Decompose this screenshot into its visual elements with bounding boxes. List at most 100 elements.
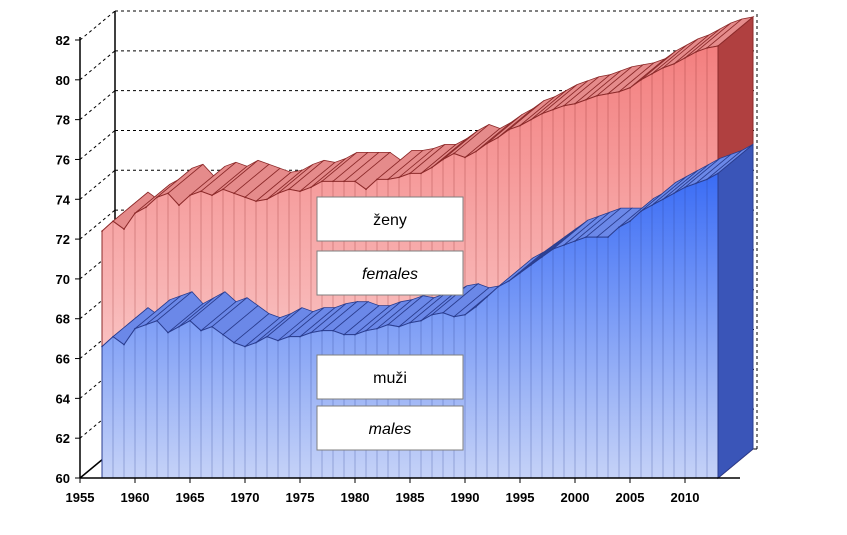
data-point [409, 321, 411, 324]
data-point [299, 335, 301, 338]
data-point [486, 296, 488, 298]
data-point [552, 108, 554, 111]
data-point [530, 264, 532, 266]
data-point [475, 150, 477, 153]
series-males [101, 143, 754, 480]
data-point [244, 196, 246, 199]
data-point [519, 272, 521, 274]
data-point [156, 319, 158, 322]
y-tick-label: 82 [56, 33, 70, 48]
data-point [145, 323, 147, 326]
data-point [651, 73, 653, 75]
x-tick-label: 1955 [66, 490, 95, 505]
data-point [574, 240, 576, 242]
data-point [266, 335, 268, 338]
data-point [255, 341, 257, 344]
data-point [530, 118, 532, 121]
data-point [486, 142, 488, 145]
data-point [288, 335, 290, 338]
data-point [266, 198, 268, 201]
data-point [387, 178, 389, 181]
data-point [574, 102, 576, 105]
y-tick-label: 70 [56, 272, 70, 287]
data-point [706, 47, 708, 49]
data-point [596, 236, 598, 238]
data-point [112, 220, 114, 222]
data-point [101, 345, 103, 348]
data-point [585, 236, 587, 238]
y-tick-label: 80 [56, 73, 70, 88]
data-point [420, 319, 422, 322]
data-point [376, 178, 378, 181]
data-point [442, 311, 444, 314]
side-face [717, 143, 754, 480]
y-tick-label: 74 [56, 192, 71, 207]
data-point [189, 319, 191, 322]
gridline-depth [79, 90, 116, 121]
data-point [365, 188, 367, 191]
label-males-cz: muži [373, 370, 407, 387]
x-tick-label: 1960 [121, 490, 150, 505]
gridline-depth [79, 130, 116, 160]
label-females-en-box: females [316, 250, 464, 296]
data-point [332, 329, 334, 332]
y-tick-label: 78 [56, 113, 70, 128]
y-tick-label: 68 [56, 312, 70, 327]
data-point [277, 339, 279, 342]
data-point [376, 327, 378, 330]
data-point [233, 192, 235, 195]
y-tick-label: 62 [56, 431, 70, 446]
data-point [211, 194, 213, 197]
label-females-cz: ženy [373, 212, 407, 229]
data-point [134, 327, 136, 330]
data-point [343, 180, 345, 183]
x-tick-label: 1975 [286, 490, 315, 505]
data-point [464, 313, 466, 316]
data-point [354, 333, 356, 336]
data-point [618, 90, 620, 93]
data-point [365, 329, 367, 332]
data-point [541, 112, 543, 115]
data-point [431, 313, 433, 316]
data-point [200, 190, 202, 193]
data-point [607, 92, 609, 95]
gridline-depth [79, 209, 116, 240]
data-point [508, 128, 510, 131]
data-point [673, 63, 675, 65]
gridline-depth [79, 50, 116, 81]
data-point [618, 226, 620, 228]
data-point [145, 206, 147, 209]
data-point [387, 323, 389, 326]
data-point [673, 192, 675, 195]
y-tick-label: 60 [56, 471, 70, 486]
data-point [431, 166, 433, 169]
data-point [717, 45, 719, 47]
data-point [453, 315, 455, 318]
x-tick-label: 1995 [506, 490, 535, 505]
data-point [453, 152, 455, 155]
data-point [640, 79, 642, 81]
y-tick-label: 64 [56, 391, 71, 406]
data-point [156, 196, 158, 199]
data-point [640, 210, 642, 213]
x-tick-label: 2010 [671, 490, 700, 505]
label-females-cz-box: ženy [316, 196, 464, 242]
data-point [717, 172, 719, 175]
data-point [112, 335, 114, 338]
data-point [695, 182, 697, 185]
data-point [508, 280, 510, 282]
data-point [695, 51, 697, 53]
data-point [178, 325, 180, 328]
data-point [552, 248, 554, 250]
data-point [123, 228, 125, 230]
data-point [497, 136, 499, 139]
x-tick-label: 2005 [616, 490, 645, 505]
data-point [442, 158, 444, 161]
data-point [464, 156, 466, 159]
data-point [101, 230, 103, 232]
data-point [222, 333, 224, 336]
data-point [123, 343, 125, 346]
data-point [475, 305, 477, 308]
x-tick-label: 1970 [231, 490, 260, 505]
